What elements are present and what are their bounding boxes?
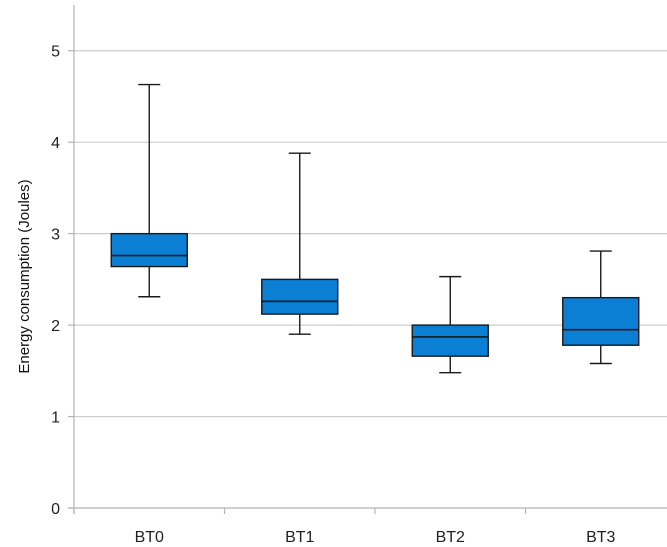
iqr-box-bt3 xyxy=(562,296,640,346)
iqr-box-bt2 xyxy=(411,324,489,357)
y-tick-label-2: 2 xyxy=(51,318,60,335)
box-bt1 xyxy=(261,152,339,335)
axes xyxy=(68,5,667,514)
box-bt2 xyxy=(411,275,489,374)
boxes xyxy=(110,83,640,374)
iqr-box-bt1 xyxy=(261,278,339,315)
x-tick-label-bt2: BT2 xyxy=(436,529,465,546)
y-tick-label-5: 5 xyxy=(51,44,60,61)
box-bt3 xyxy=(562,250,640,365)
x-tick-labels: BT0 BT1 BT2 BT3 xyxy=(73,508,616,546)
y-tick-label-3: 3 xyxy=(51,227,60,244)
y-axis-title: Energy consumption (Joules) xyxy=(16,179,33,373)
x-tick-label-bt0: BT0 xyxy=(135,529,164,546)
y-tick-label-0: 0 xyxy=(51,501,60,518)
y-tick-labels: 0 1 2 3 4 5 xyxy=(51,44,74,518)
y-tick-label-4: 4 xyxy=(51,135,60,152)
iqr-box-bt0 xyxy=(110,232,188,268)
x-tick-label-bt3: BT3 xyxy=(586,529,615,546)
x-tick-label-bt1: BT1 xyxy=(285,529,314,546)
box-bt0 xyxy=(110,83,188,298)
y-tick-label-1: 1 xyxy=(51,410,60,427)
